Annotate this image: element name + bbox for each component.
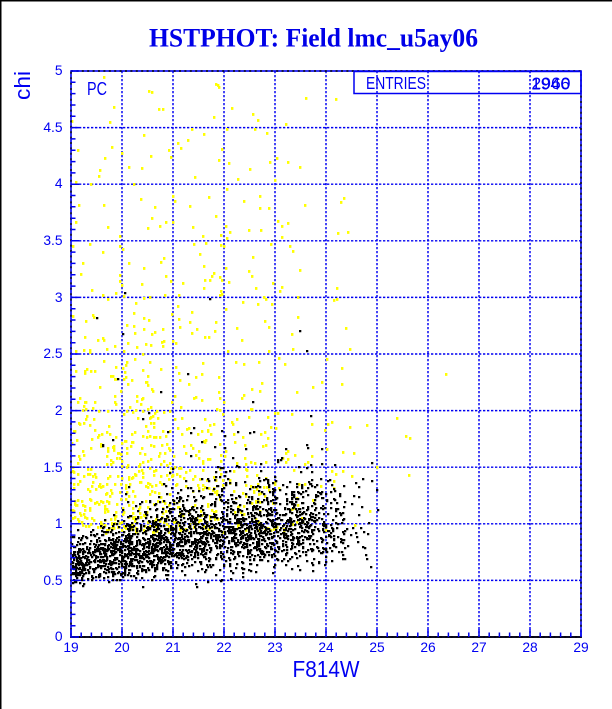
svg-text:1.5: 1.5 (43, 460, 63, 475)
svg-text:23: 23 (267, 640, 283, 655)
svg-text:1946: 1946 (531, 76, 570, 94)
svg-text:27: 27 (471, 640, 486, 655)
svg-text:ENTRIES: ENTRIES (366, 73, 426, 93)
svg-text:4.5: 4.5 (43, 120, 63, 135)
svg-text:22: 22 (216, 640, 231, 655)
svg-text:1: 1 (55, 516, 63, 531)
svg-text:HSTPHOT: Field lmc_u5ay06: HSTPHOT: Field lmc_u5ay06 (149, 24, 478, 53)
svg-text:29: 29 (573, 640, 589, 655)
svg-text:24: 24 (318, 640, 334, 655)
svg-text:25: 25 (369, 640, 385, 655)
svg-text:3.5: 3.5 (43, 233, 63, 248)
svg-text:28: 28 (522, 640, 538, 655)
svg-text:0: 0 (55, 629, 63, 644)
svg-text:PC: PC (87, 79, 107, 99)
svg-text:3: 3 (55, 290, 63, 305)
svg-text:F814W: F814W (293, 656, 361, 682)
svg-text:26: 26 (420, 640, 436, 655)
svg-text:0.5: 0.5 (43, 573, 63, 588)
svg-text:2960: 2960 (532, 75, 571, 93)
svg-text:19: 19 (63, 640, 79, 655)
svg-text:2.5: 2.5 (43, 346, 63, 361)
svg-text:2: 2 (55, 403, 63, 418)
svg-text:20: 20 (114, 640, 130, 655)
svg-text:chi: chi (10, 71, 35, 100)
svg-text:4: 4 (55, 176, 63, 191)
svg-text:5: 5 (55, 63, 63, 78)
svg-text:21: 21 (165, 640, 180, 655)
